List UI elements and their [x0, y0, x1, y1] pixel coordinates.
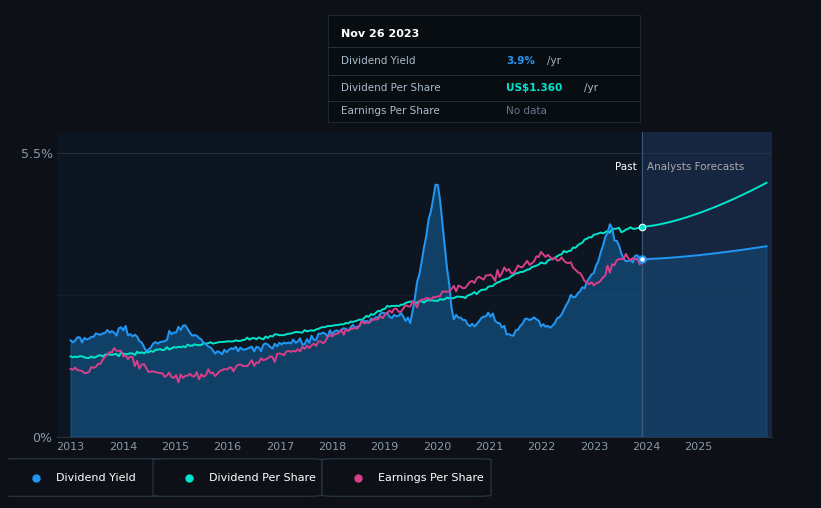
Text: /yr: /yr	[547, 56, 561, 66]
Text: Nov 26 2023: Nov 26 2023	[341, 29, 420, 39]
Point	[635, 255, 649, 263]
FancyBboxPatch shape	[0, 459, 169, 496]
Text: Dividend Yield: Dividend Yield	[341, 56, 415, 66]
Text: 3.9%: 3.9%	[507, 56, 535, 66]
Text: Past: Past	[615, 162, 637, 172]
Text: Earnings Per Share: Earnings Per Share	[341, 106, 439, 116]
Text: US$1.360: US$1.360	[507, 83, 562, 93]
Text: Dividend Yield: Dividend Yield	[57, 472, 136, 483]
FancyBboxPatch shape	[153, 459, 322, 496]
Text: Analysts Forecasts: Analysts Forecasts	[647, 162, 745, 172]
Bar	[642, 132, 777, 437]
Text: /yr: /yr	[585, 83, 599, 93]
Text: Dividend Per Share: Dividend Per Share	[209, 472, 316, 483]
Text: No data: No data	[507, 106, 547, 116]
FancyBboxPatch shape	[322, 459, 491, 496]
Text: Earnings Per Share: Earnings Per Share	[378, 472, 484, 483]
Text: Dividend Per Share: Dividend Per Share	[341, 83, 441, 93]
Point	[635, 223, 649, 231]
